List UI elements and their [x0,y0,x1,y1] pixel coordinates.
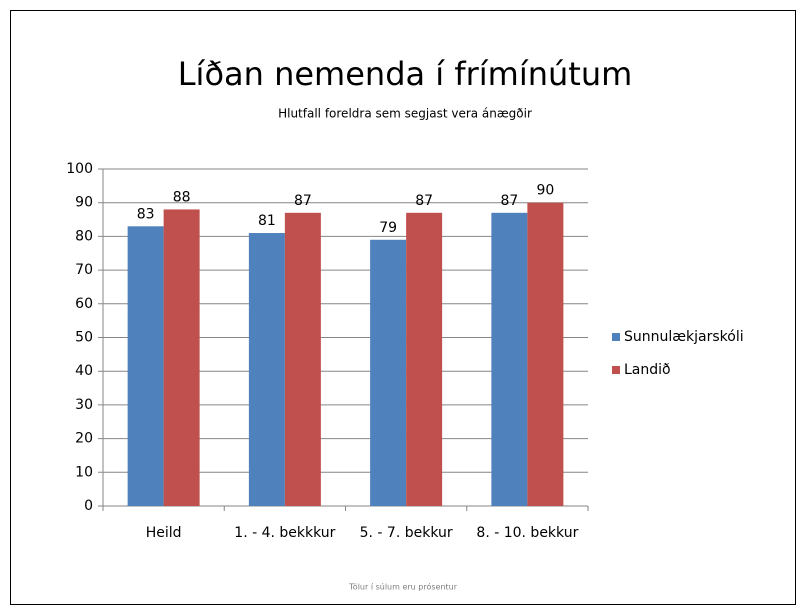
data-label: 90 [536,183,554,199]
bar [406,212,443,506]
y-tick-label: 30 [75,397,93,413]
data-label: 88 [173,189,191,205]
x-tick-label: Heild [146,525,182,541]
bar [248,233,285,506]
footnote: Tölur í súlum eru prósentur [348,582,458,592]
y-tick-label: 50 [75,330,93,346]
legend-label: Sunnulækjarskóli [624,329,744,345]
data-label: 87 [294,193,312,209]
bar [491,212,528,506]
chart-subtitle: Hlutfall foreldra sem segjast vera ánægð… [278,107,532,121]
legend-swatch [612,333,620,341]
y-tick-label: 40 [75,363,93,379]
bar [284,212,321,506]
y-tick-label: 100 [66,161,93,177]
y-tick-label: 20 [75,431,93,447]
y-tick-label: 60 [75,296,93,312]
x-tick-label: 8. - 10. bekkur [476,525,578,541]
data-label: 81 [258,213,276,229]
chart-title: Líðan nemenda í frímínútum [178,55,633,93]
bar [163,209,200,506]
data-label: 79 [379,220,397,236]
y-tick-label: 70 [75,262,93,278]
data-label: 87 [415,193,433,209]
bar [527,202,564,506]
bar [127,226,164,507]
y-tick-label: 0 [84,498,93,514]
y-tick-label: 80 [75,228,93,244]
legend-swatch [612,366,620,374]
y-tick-label: 90 [75,195,93,211]
bar [370,239,407,506]
x-tick-label: 5. - 7. bekkur [360,525,453,541]
data-label: 87 [500,193,518,209]
data-label: 83 [137,206,155,222]
x-tick-label: 1. - 4. bekkkur [234,525,335,541]
legend-label: Landið [624,362,671,378]
y-tick-label: 10 [75,464,93,480]
